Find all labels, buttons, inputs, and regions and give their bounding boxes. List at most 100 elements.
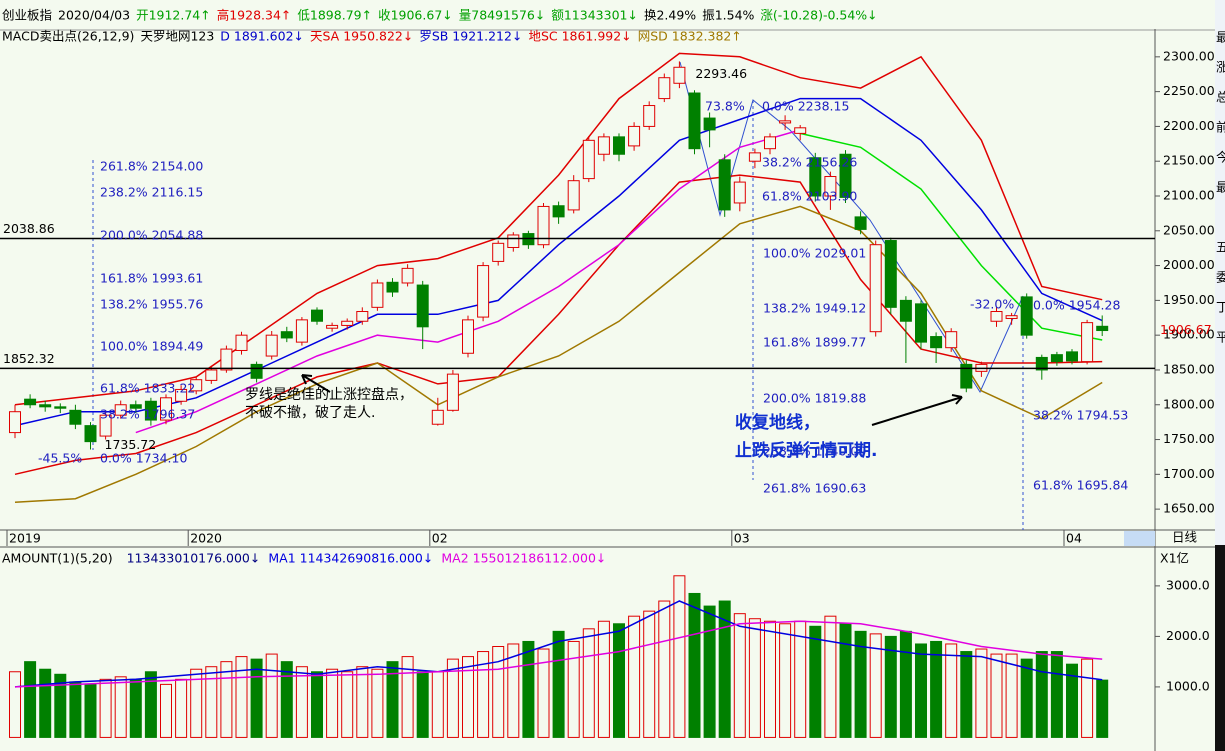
volume-bar (884, 635, 897, 738)
volume-bar (1035, 651, 1048, 738)
candle-body (915, 303, 927, 343)
period-label: 日线 (1172, 530, 1198, 545)
header-item: 额11343301↓ (551, 8, 638, 23)
annotation: 200.0% 2054.88 (100, 228, 203, 243)
candle-body (945, 331, 958, 349)
volume-bar (1005, 653, 1018, 738)
volume-bar (462, 656, 474, 738)
side-panel-char: 涨 (1216, 60, 1225, 75)
annotation: 238.2% 2116.15 (100, 185, 203, 200)
annotation: 罗线是绝佳的止涨控盘点， (245, 386, 413, 403)
candle-body (990, 311, 1003, 322)
volume-bar (175, 678, 188, 738)
volume-bar (688, 592, 701, 738)
candle-body (628, 125, 641, 147)
candle-body (24, 398, 37, 406)
candle-body (930, 336, 943, 349)
candle-body (733, 181, 746, 204)
volume-bar (492, 646, 505, 738)
x-tick-label: 02 (432, 531, 448, 546)
volume-bar (975, 648, 988, 738)
volume-bar (869, 633, 882, 738)
y-tick-label: 1850.00 (1163, 361, 1215, 376)
period-box (1124, 531, 1155, 546)
x-tick-label: 2020 (190, 531, 222, 546)
annotation: 不破不撤，破了走人. (245, 405, 375, 421)
candle-body (1081, 322, 1094, 363)
candle-body (416, 284, 429, 328)
candle-body (401, 267, 414, 284)
candle-body (280, 331, 293, 339)
candle-body (311, 309, 323, 322)
last-price: 1906.67 (1160, 322, 1212, 337)
candle-body (537, 205, 550, 246)
candle-body (220, 348, 233, 371)
annotation: 38.2% 1794.53 (1033, 408, 1128, 423)
volume-bar (9, 671, 21, 738)
y-tick-label: 1800.00 (1163, 396, 1215, 411)
volume-bar (190, 668, 203, 738)
annotation: 238.2% 1740.00 (763, 444, 866, 459)
volume-bar (114, 676, 127, 738)
candle-body (54, 406, 67, 409)
y-tick-label: 2200.00 (1163, 118, 1215, 133)
overlay-line (14, 174, 1103, 476)
candle-body (235, 334, 248, 351)
volume-bar (416, 671, 429, 738)
volume-bar (552, 630, 565, 738)
y-tick-label: 1700.00 (1163, 466, 1215, 481)
volume-bar (446, 658, 459, 738)
volume-bar (1050, 651, 1063, 738)
volume-bar (160, 683, 172, 738)
header-item: 低1898.79↑ (297, 8, 372, 23)
volume-bar (839, 623, 852, 738)
swing-line (679, 61, 1024, 394)
annotation: -32.0% (970, 297, 1014, 312)
candle-body (582, 139, 595, 180)
candle-body (703, 117, 716, 131)
volume-bar (205, 666, 218, 738)
candle-body (1050, 354, 1063, 363)
annotation: 38.2% 2156.26 (762, 155, 857, 170)
header-item: 换2.49% (644, 8, 696, 23)
side-panel (1215, 0, 1225, 751)
side-panel-char: 平 (1216, 330, 1225, 345)
y-tick-label: 2150.00 (1163, 153, 1215, 168)
candle-body (341, 320, 354, 326)
candle-body (839, 153, 852, 198)
annotation: 161.8% 1899.77 (763, 335, 866, 350)
candle-body (446, 373, 459, 411)
volume-bar (280, 661, 293, 738)
header-item: 地SC 1861.992↓ (528, 29, 631, 44)
candle-body (114, 404, 127, 416)
header-item: 收1906.67↓ (378, 8, 453, 23)
panel-value: 113433010176.000↓ (127, 551, 261, 566)
volume-bar (582, 628, 595, 738)
y-tick-label: 2300.00 (1163, 48, 1215, 63)
side-panel-char: 前 (1216, 120, 1225, 135)
y-tick-label: 1900.00 (1163, 327, 1215, 342)
volume-bar (673, 575, 686, 738)
candle-body (794, 127, 807, 134)
volume-bar (235, 656, 248, 738)
volume-bar (748, 618, 761, 738)
price-panel (9, 52, 1109, 503)
side-panel-char: 最 (1216, 180, 1225, 195)
volume-bar (1020, 658, 1033, 738)
candle-body (779, 120, 792, 124)
candle-body (567, 180, 580, 211)
volume-bar (220, 661, 233, 738)
x-tick-label: 03 (734, 531, 750, 546)
candle-body (1096, 325, 1109, 332)
volume-bar (643, 610, 656, 738)
candle-body (69, 409, 82, 425)
candle-body (160, 397, 172, 421)
volume-panel (9, 575, 1109, 738)
y-tick-label: 1650.00 (1163, 501, 1215, 516)
header-item: 涨(-10.28)-0.54%↓ (760, 8, 877, 23)
annotation: 261.8% 2154.00 (100, 159, 203, 174)
volume-bar (1066, 663, 1078, 738)
volume-bar (537, 648, 550, 738)
annotation: 100.0% 1894.49 (100, 339, 203, 354)
